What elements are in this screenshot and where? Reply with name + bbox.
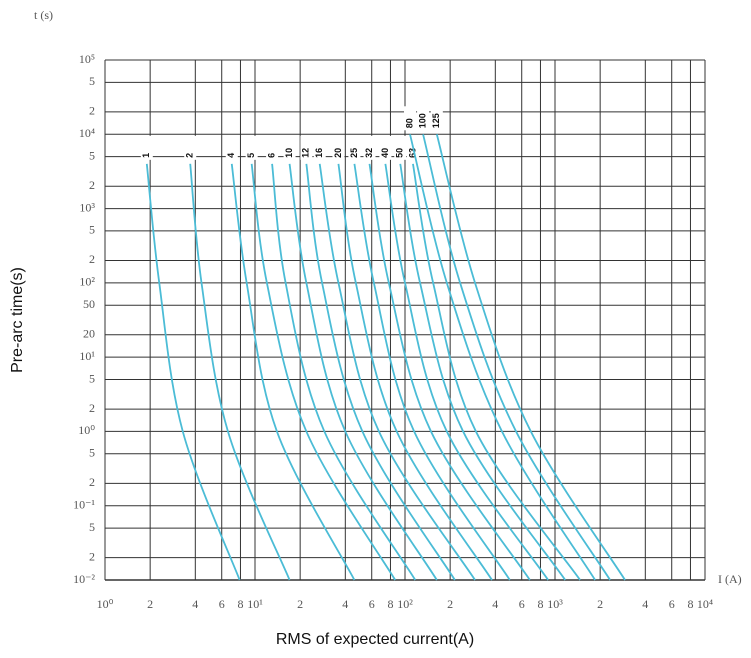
y-tick-label: 50 (83, 297, 95, 311)
curve-label-bg (417, 106, 430, 131)
curve-label: 80 (404, 118, 414, 128)
curve-label: 16 (314, 148, 324, 158)
y-tick-label: 10⁰ (78, 423, 95, 437)
curve (353, 163, 511, 581)
x-tick-label: 6 (669, 597, 675, 611)
y-tick-label: 10³ (79, 200, 95, 214)
x-axis-label: RMS of expected current(A) (276, 631, 474, 648)
curve-label: 5 (246, 153, 256, 158)
curve (337, 163, 493, 581)
x-tick-label: 2 (447, 597, 453, 611)
y-tick-label: 5 (89, 223, 95, 237)
curve-label-bg (140, 135, 153, 160)
y-tick-label: 2 (89, 178, 95, 192)
y-tick-label: 5 (89, 74, 95, 88)
x-tick-label: 10⁰ (97, 597, 114, 611)
curve-label: 12 (301, 148, 311, 158)
curve (318, 163, 476, 581)
x-tick-label: 10¹ (247, 597, 263, 611)
y-tick-label: 5 (89, 446, 95, 460)
x-tick-label: 8 (687, 597, 693, 611)
x-tick-label: 10² (397, 597, 413, 611)
curve (230, 163, 356, 581)
curve-label: 25 (349, 148, 359, 158)
x-tick-label: 8 (537, 597, 543, 611)
curve (145, 163, 241, 581)
curve-label: 32 (364, 148, 374, 158)
curve-label-bg (379, 135, 392, 160)
x-tick-label: 8 (387, 597, 393, 611)
curve-label-bg (300, 135, 313, 160)
curve-label-bg (430, 106, 443, 131)
curve (409, 134, 596, 581)
y-tick-label: 2 (89, 475, 95, 489)
curve (368, 163, 531, 581)
curve-label-bg (184, 135, 197, 160)
x-tick-label: 6 (369, 597, 375, 611)
y-tick-label: 2 (89, 401, 95, 415)
x-tick-label: 10⁴ (697, 597, 713, 611)
y-tick-label: 10⁴ (79, 126, 95, 140)
y-tick-label: 2 (89, 252, 95, 266)
x-tick-label: 2 (597, 597, 603, 611)
x-tick-label: 2 (297, 597, 303, 611)
x-tick-label: 4 (342, 597, 348, 611)
curve (384, 163, 549, 581)
curve-label-bg (394, 135, 407, 160)
curve-label-bg (332, 135, 345, 160)
curve-label-bg (313, 135, 326, 160)
y-axis-label: Pre-arc time(s) (9, 267, 26, 373)
curve-label: 125 (431, 113, 441, 128)
curve-label-bg (283, 135, 296, 160)
y-tick-label: 2 (89, 104, 95, 118)
y-tick-label: 5 (89, 520, 95, 534)
x-tick-label: 2 (147, 597, 153, 611)
y-tick-label: 10² (79, 275, 95, 289)
y-tick-label: 5 (89, 371, 95, 385)
curve-label-bg (363, 135, 376, 160)
curve-label: 6 (266, 153, 276, 158)
curve (271, 163, 416, 581)
curve-label: 10 (284, 148, 294, 158)
curve (422, 134, 611, 581)
x-tick-label: 8 (237, 597, 243, 611)
x-tick-label: 4 (192, 597, 198, 611)
curve-label: 1 (141, 153, 151, 158)
curve-label-bg (245, 135, 258, 160)
curve-label: 100 (417, 113, 427, 128)
curve-label-bg (348, 135, 361, 160)
y-tick-label: 2 (89, 549, 95, 563)
y-tick-label: 10¹ (79, 349, 95, 363)
curve (305, 163, 456, 581)
curve (412, 163, 581, 581)
y-tick-label: 5 (89, 148, 95, 162)
x-tick-label: 4 (492, 597, 498, 611)
curve (399, 163, 566, 581)
x-unit: I (A) (718, 572, 742, 586)
curve (288, 163, 438, 581)
curve (435, 134, 626, 581)
curve (189, 163, 291, 581)
curve-label-bg (404, 106, 417, 131)
y-tick-label: 20 (83, 327, 95, 341)
x-tick-label: 6 (219, 597, 225, 611)
y-tick-label: 10⁵ (79, 52, 95, 66)
curve-label: 20 (333, 148, 343, 158)
y-tick-label: 10⁻² (73, 572, 95, 586)
curve-label: 2 (185, 153, 195, 158)
y-tick-label: 10⁻¹ (73, 497, 95, 511)
curve-label: 4 (226, 153, 236, 158)
y-unit: t (s) (34, 8, 53, 22)
x-tick-label: 6 (519, 597, 525, 611)
x-tick-label: 10³ (547, 597, 563, 611)
curve-label-bg (266, 135, 279, 160)
curve-label: 40 (380, 148, 390, 158)
curve-label-bg (225, 135, 238, 160)
curve-label: 63 (407, 148, 417, 158)
curve-label: 50 (395, 148, 405, 158)
x-tick-label: 4 (642, 597, 648, 611)
curve (250, 163, 396, 581)
